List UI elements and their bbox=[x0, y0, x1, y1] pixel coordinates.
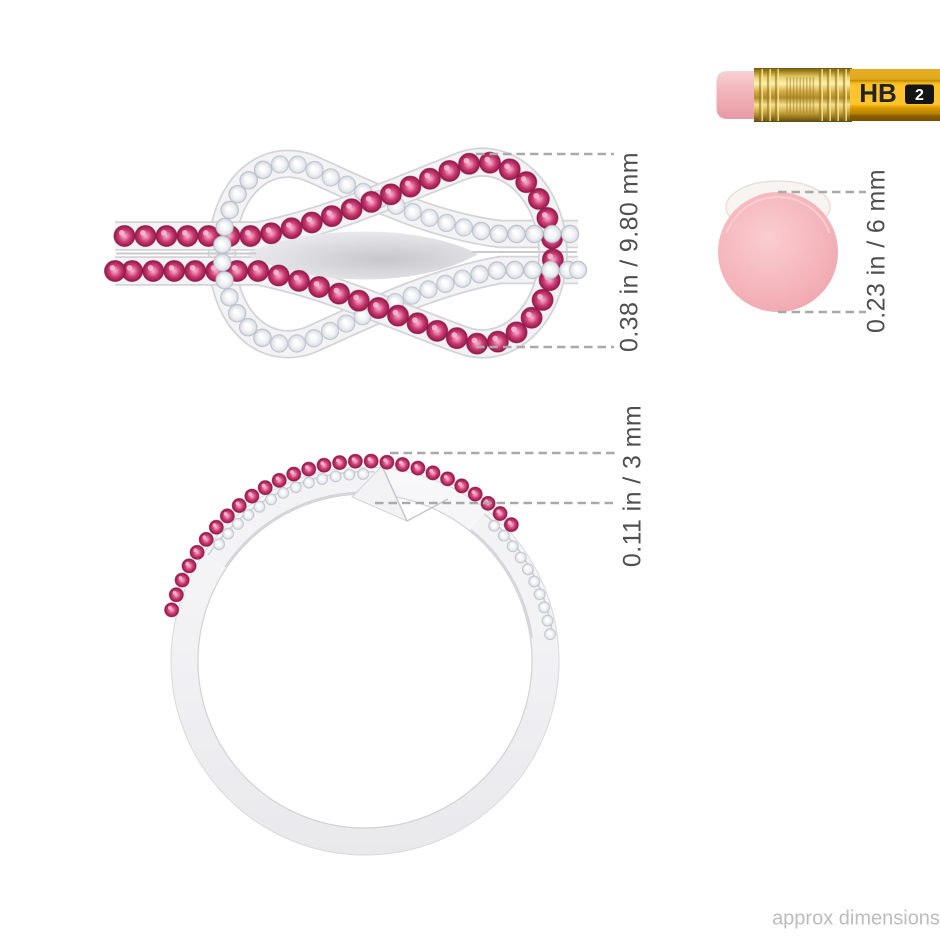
ring-top-height-label: 0.38 in / 9.80 mm bbox=[615, 152, 644, 352]
ring-band-width-label: 0.11 in / 3 mm bbox=[618, 404, 647, 568]
ring-top-view-illustration bbox=[104, 147, 588, 359]
pencil-number-badge-label: 2 bbox=[915, 87, 924, 104]
eraser-top-view-illustration bbox=[718, 180, 838, 312]
pencil-body-shapes bbox=[716, 68, 940, 122]
dimension-lines bbox=[375, 152, 866, 505]
approx-dimensions-note: approx dimensions bbox=[772, 907, 940, 930]
eraser-diameter-label: 0.23 in / 6 mm bbox=[862, 169, 891, 333]
pencil-markings: HB 2 bbox=[859, 78, 934, 108]
pencil-number-badge bbox=[905, 84, 934, 104]
ring-side-view-illustration bbox=[164, 453, 560, 856]
pencil-grade-label: HB bbox=[859, 78, 897, 108]
pencil-illustration: HB 2 bbox=[716, 68, 940, 122]
